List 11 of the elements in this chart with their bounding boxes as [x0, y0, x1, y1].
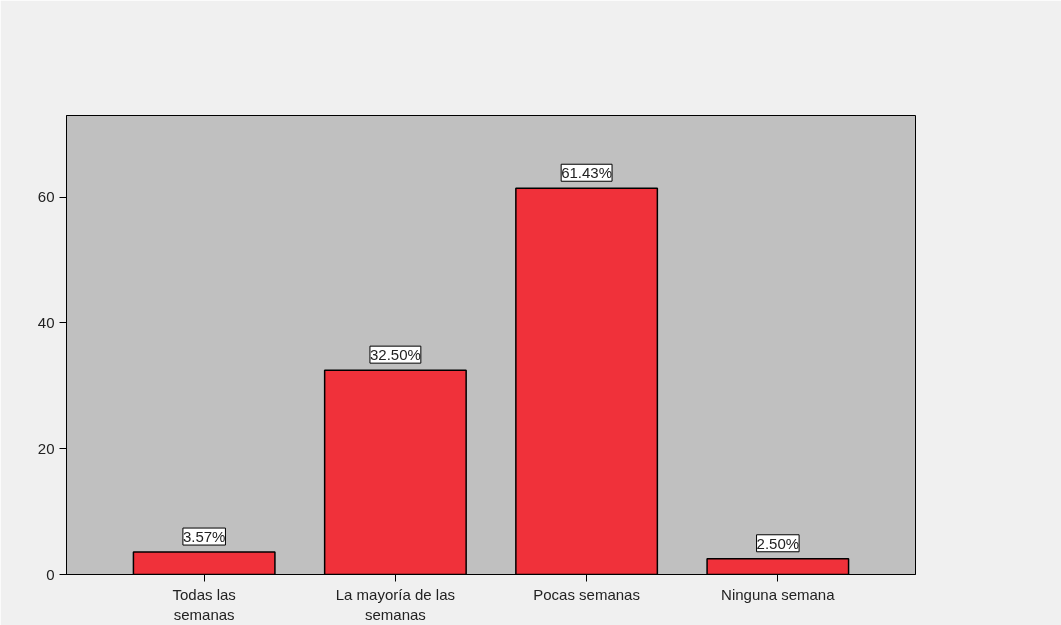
x-tick-label: Ninguna semana — [721, 585, 836, 603]
y-tick-label: 0 — [46, 565, 55, 583]
x-tick-label: La mayoría de las semanas — [335, 585, 456, 623]
data-label: 61.43% — [561, 164, 613, 182]
y-tick-label: 40 — [37, 313, 55, 331]
y-tick-label: 60 — [37, 188, 55, 206]
data-label: 2.50% — [756, 534, 800, 552]
x-tick-label: Pocas semanas — [533, 585, 640, 603]
x-tick-label: Todas las semanas — [172, 585, 236, 623]
y-tick-label: 20 — [37, 439, 55, 457]
data-label: 3.57% — [182, 528, 226, 546]
